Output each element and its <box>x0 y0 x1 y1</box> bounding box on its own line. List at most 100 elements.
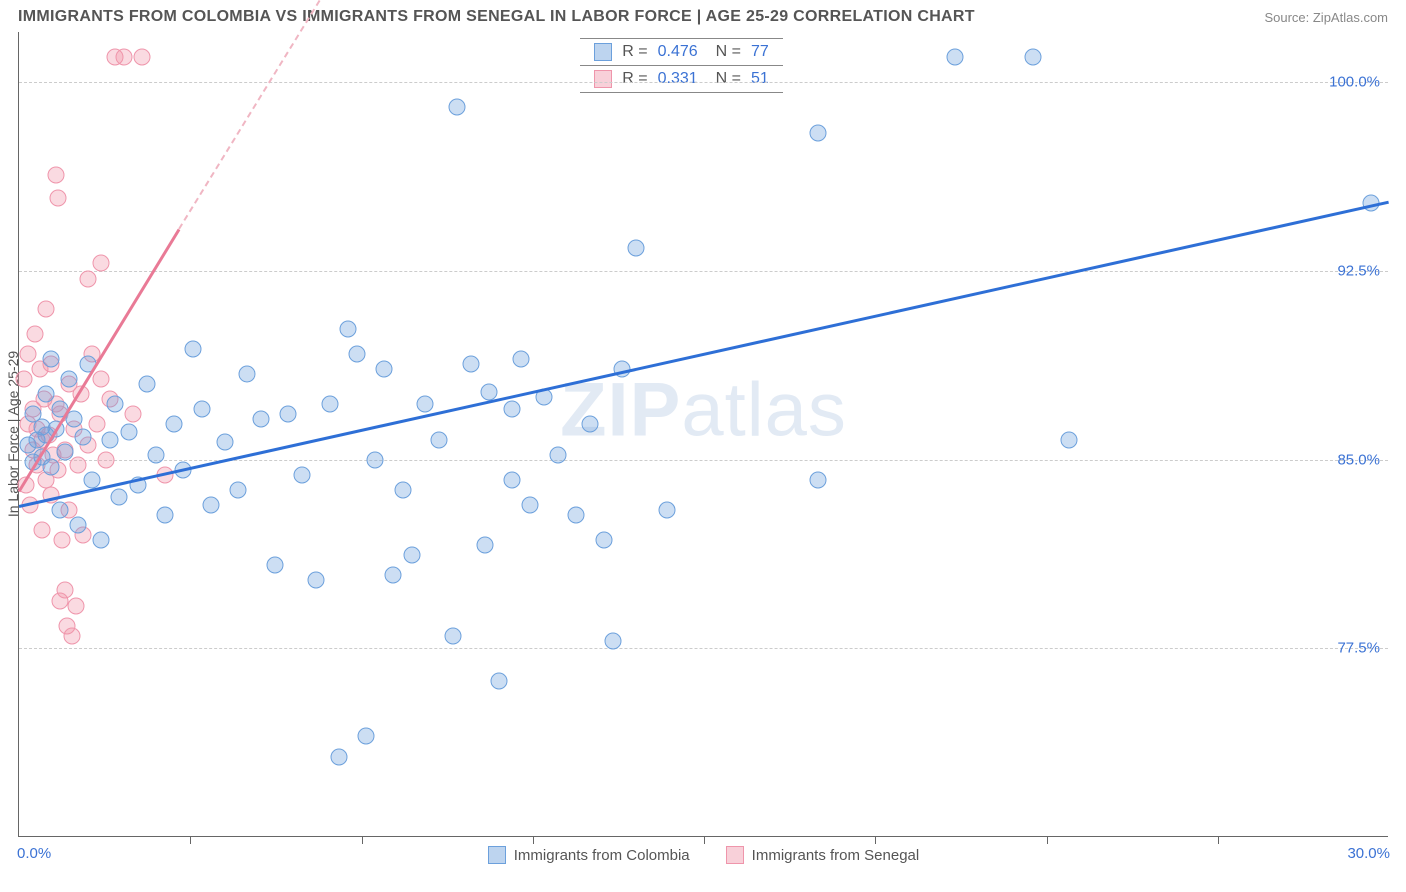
point-colombia <box>1024 49 1041 66</box>
x-tick <box>533 836 534 844</box>
legend-senegal: Immigrants from Senegal <box>726 846 920 864</box>
gridline-h <box>19 271 1388 272</box>
point-colombia <box>810 124 827 141</box>
point-senegal <box>38 300 55 317</box>
stats-legend: R =0.476 N =77 R =0.331 N =51 <box>580 38 783 93</box>
point-senegal <box>54 532 71 549</box>
point-colombia <box>348 346 365 363</box>
point-senegal <box>15 371 32 388</box>
x-tick <box>362 836 363 844</box>
swatch-pink-icon <box>594 70 612 88</box>
point-colombia <box>239 366 256 383</box>
point-colombia <box>1061 431 1078 448</box>
point-colombia <box>202 496 219 513</box>
point-colombia <box>604 632 621 649</box>
point-senegal <box>125 406 142 423</box>
plot-surface: ZIPatlas R =0.476 N =77 R =0.331 N =51 7… <box>19 32 1388 836</box>
point-senegal <box>97 451 114 468</box>
stats-row-colombia: R =0.476 N =77 <box>580 39 783 65</box>
point-senegal <box>93 371 110 388</box>
point-colombia <box>385 567 402 584</box>
y-tick-label: 100.0% <box>1329 74 1380 91</box>
point-colombia <box>42 351 59 368</box>
point-senegal <box>20 346 37 363</box>
point-senegal <box>68 597 85 614</box>
point-colombia <box>549 446 566 463</box>
x-tick <box>1047 836 1048 844</box>
point-colombia <box>321 396 338 413</box>
point-colombia <box>294 466 311 483</box>
y-tick-label: 85.0% <box>1337 451 1380 468</box>
point-colombia <box>166 416 183 433</box>
point-colombia <box>403 547 420 564</box>
gridline-h <box>19 82 1388 83</box>
point-colombia <box>810 471 827 488</box>
point-colombia <box>84 471 101 488</box>
point-colombia <box>504 471 521 488</box>
point-colombia <box>330 748 347 765</box>
point-senegal <box>79 270 96 287</box>
point-colombia <box>74 429 91 446</box>
point-colombia <box>947 49 964 66</box>
gridline-h <box>19 648 1388 649</box>
swatch-blue-icon <box>488 846 506 864</box>
point-colombia <box>444 627 461 644</box>
x-tick <box>704 836 705 844</box>
chart-title: IMMIGRANTS FROM COLOMBIA VS IMMIGRANTS F… <box>18 8 975 26</box>
point-colombia <box>42 459 59 476</box>
point-colombia <box>102 431 119 448</box>
point-colombia <box>522 496 539 513</box>
point-senegal <box>56 582 73 599</box>
point-colombia <box>193 401 210 418</box>
point-senegal <box>134 49 151 66</box>
point-colombia <box>184 340 201 357</box>
point-colombia <box>148 446 165 463</box>
point-colombia <box>431 431 448 448</box>
point-senegal <box>49 190 66 207</box>
point-colombia <box>481 383 498 400</box>
x-tick <box>875 836 876 844</box>
legend-colombia: Immigrants from Colombia <box>488 846 690 864</box>
trendline-colombia <box>19 201 1390 508</box>
point-colombia <box>417 396 434 413</box>
point-colombia <box>513 351 530 368</box>
point-senegal <box>47 167 64 184</box>
point-colombia <box>120 423 137 440</box>
point-colombia <box>38 386 55 403</box>
point-colombia <box>659 501 676 518</box>
point-senegal <box>26 325 43 342</box>
x-tick <box>190 836 191 844</box>
point-colombia <box>463 356 480 373</box>
y-tick-label: 92.5% <box>1337 262 1380 279</box>
point-colombia <box>230 481 247 498</box>
point-colombia <box>61 371 78 388</box>
point-colombia <box>138 376 155 393</box>
point-colombia <box>106 396 123 413</box>
point-colombia <box>490 673 507 690</box>
point-colombia <box>376 361 393 378</box>
point-senegal <box>93 255 110 272</box>
stats-row-senegal: R =0.331 N =51 <box>580 65 783 92</box>
watermark: ZIPatlas <box>560 366 847 453</box>
point-senegal <box>88 416 105 433</box>
point-colombia <box>367 451 384 468</box>
point-colombia <box>581 416 598 433</box>
point-colombia <box>216 434 233 451</box>
point-colombia <box>157 507 174 524</box>
point-colombia <box>111 489 128 506</box>
point-colombia <box>339 320 356 337</box>
point-colombia <box>253 411 270 428</box>
chart-area: In Labor Force | Age 25-29 ZIPatlas R =0… <box>18 32 1388 837</box>
point-colombia <box>627 240 644 257</box>
swatch-blue-icon <box>594 43 612 61</box>
point-senegal <box>116 49 133 66</box>
point-colombia <box>56 444 73 461</box>
x-tick <box>1218 836 1219 844</box>
point-colombia <box>358 728 375 745</box>
point-colombia <box>266 557 283 574</box>
point-colombia <box>52 501 69 518</box>
point-colombia <box>394 481 411 498</box>
trendline-senegal-dash <box>178 0 362 230</box>
point-colombia <box>70 517 87 534</box>
point-senegal <box>63 627 80 644</box>
